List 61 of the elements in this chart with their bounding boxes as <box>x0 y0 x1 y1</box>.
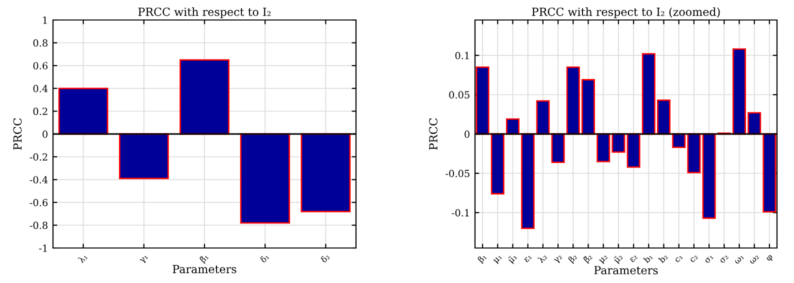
x-tick-label: β₂ <box>568 253 579 264</box>
x-tick-label: μ₂ <box>599 254 609 265</box>
x-tick-label: δ₂ <box>320 253 330 264</box>
bar <box>58 88 108 135</box>
x-tick-label: c₁ <box>674 254 683 263</box>
y-axis-title: PRCC <box>429 118 438 150</box>
y-tick-label: 0.2 <box>33 108 48 116</box>
x-tick-label: ε₂ <box>630 254 638 263</box>
x-tick-label: δ₁ <box>260 253 270 264</box>
x-tick-label: λ₂ <box>537 253 548 264</box>
y-tick-label: 0.05 <box>449 91 470 99</box>
x-tick-label: φ <box>766 254 774 262</box>
x-tick-label: μ̃₂ <box>612 253 624 265</box>
x-axis-title: Parameters <box>172 265 236 274</box>
x-tick-label: ω₁ <box>734 254 744 264</box>
y-tick-label: -0.8 <box>30 222 48 230</box>
y-tick-label: 1 <box>43 16 47 24</box>
bar <box>551 133 565 163</box>
bar <box>476 66 490 135</box>
y-tick-label: -0.2 <box>30 153 48 161</box>
x-tick-label: β̃₂ <box>582 253 594 264</box>
y-tick-label: -1 <box>39 244 47 252</box>
bar <box>536 100 550 135</box>
x-axis-title: Parameters <box>594 266 658 274</box>
y-tick-label: 0 <box>42 130 48 138</box>
y-tick-label: 0.1 <box>455 52 469 60</box>
bar <box>300 133 351 212</box>
x-tick-label: ε₁ <box>524 254 532 263</box>
x-tick-label: b₂ <box>658 253 668 264</box>
bar <box>626 133 640 168</box>
y-tick-label: -0.4 <box>30 176 48 184</box>
bar <box>506 118 520 135</box>
x-tick-label: c₂ <box>690 254 698 263</box>
bar <box>521 133 535 230</box>
bar <box>702 133 716 219</box>
x-tick-label: b₁ <box>642 253 653 264</box>
y-tick-label: -0.6 <box>30 198 48 206</box>
y-tick-label: 0 <box>464 130 470 138</box>
y-tick-label: 0.8 <box>33 39 48 47</box>
x-tick-label: ω₂ <box>750 254 760 264</box>
x-tick-label: μ̃₁ <box>506 253 518 265</box>
x-tick-label: β₁ <box>477 253 488 264</box>
y-tick-label: -0.05 <box>446 170 470 178</box>
y-axis-title: PRCC <box>13 118 22 150</box>
bar <box>180 59 230 135</box>
bar <box>762 133 776 213</box>
y-tick-label: 0.6 <box>33 62 48 70</box>
x-tick-label: γ₁ <box>140 254 150 264</box>
x-tick-label: λ₁ <box>78 253 88 264</box>
x-tick-label: β̃₁ <box>199 253 210 264</box>
bar <box>490 133 504 194</box>
y-tick-label: 0.4 <box>33 84 48 92</box>
x-tick-label: σ₂ <box>720 254 729 264</box>
x-tick-label: γ₂ <box>554 254 564 264</box>
x-tick-label: μ₁ <box>493 254 504 265</box>
bar <box>240 133 290 224</box>
chart-title: PRCC with respect to I₂ <box>138 7 271 18</box>
y-tick-label: -0.1 <box>452 209 469 216</box>
x-tick-label: σ₁ <box>704 254 714 264</box>
bar <box>118 133 169 180</box>
chart-title: PRCC with respect to I₂ (zoomed) <box>532 7 720 18</box>
